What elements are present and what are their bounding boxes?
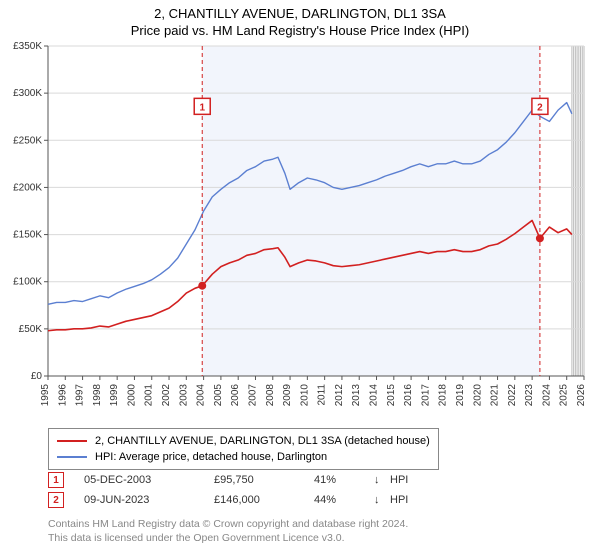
svg-text:2006: 2006 <box>230 384 241 407</box>
footer-line1: Contains HM Land Registry data © Crown c… <box>48 518 408 532</box>
svg-text:2012: 2012 <box>334 384 345 407</box>
transaction-pct: 41% <box>314 474 374 486</box>
svg-text:2025: 2025 <box>559 384 570 407</box>
subtitle: Price paid vs. HM Land Registry's House … <box>0 23 600 38</box>
svg-text:2015: 2015 <box>386 384 397 407</box>
svg-text:2024: 2024 <box>541 384 552 407</box>
svg-text:2022: 2022 <box>507 384 518 407</box>
transaction-rel: HPI <box>390 494 420 506</box>
footer-note: Contains HM Land Registry data © Crown c… <box>48 518 408 545</box>
svg-text:2021: 2021 <box>490 384 501 407</box>
svg-text:2017: 2017 <box>420 384 431 407</box>
transaction-marker: 1 <box>48 472 64 488</box>
svg-text:2014: 2014 <box>369 384 380 407</box>
down-arrow-icon: ↓ <box>374 494 390 506</box>
svg-text:2018: 2018 <box>438 384 449 407</box>
svg-text:2003: 2003 <box>178 384 189 407</box>
transaction-date: 05-DEC-2003 <box>84 474 214 486</box>
transaction-price: £95,750 <box>214 474 314 486</box>
svg-text:£150K: £150K <box>13 230 42 241</box>
svg-text:£100K: £100K <box>13 277 42 288</box>
svg-text:£250K: £250K <box>13 135 42 146</box>
svg-text:2008: 2008 <box>265 384 276 407</box>
svg-text:2011: 2011 <box>317 384 328 406</box>
chart-container: 2, CHANTILLY AVENUE, DARLINGTON, DL1 3SA… <box>0 0 600 560</box>
svg-text:£50K: £50K <box>19 324 43 335</box>
title-block: 2, CHANTILLY AVENUE, DARLINGTON, DL1 3SA… <box>0 0 600 38</box>
transaction-rel: HPI <box>390 474 420 486</box>
svg-text:2016: 2016 <box>403 384 414 407</box>
svg-text:1997: 1997 <box>75 384 86 407</box>
svg-text:2004: 2004 <box>196 384 207 407</box>
svg-text:1998: 1998 <box>92 384 103 407</box>
chart-svg: £0 £50K £100K £150K £200K £250K £300K £350K 1995… <box>0 40 600 420</box>
footer-line2: This data is licensed under the Open Gov… <box>48 532 408 546</box>
legend-label: HPI: Average price, detached house, Darl… <box>95 451 327 463</box>
legend-row: HPI: Average price, detached house, Darl… <box>57 449 430 465</box>
transaction-marker: 2 <box>48 492 64 508</box>
transaction-price: £146,000 <box>214 494 314 506</box>
svg-text:2020: 2020 <box>472 384 483 407</box>
legend-label: 2, CHANTILLY AVENUE, DARLINGTON, DL1 3SA… <box>95 435 430 447</box>
svg-text:2023: 2023 <box>524 384 535 407</box>
transaction-row: 2 09-JUN-2023£146,00044%↓HPI <box>48 490 420 510</box>
svg-text:2000: 2000 <box>126 384 137 407</box>
chart: £0 £50K £100K £150K £200K £250K £300K £350K 1995… <box>0 40 600 420</box>
svg-text:£0: £0 <box>31 371 43 382</box>
svg-text:2005: 2005 <box>213 384 224 407</box>
svg-text:1995: 1995 <box>40 384 51 407</box>
svg-text:£200K: £200K <box>13 182 42 193</box>
svg-text:2007: 2007 <box>247 384 258 407</box>
down-arrow-icon: ↓ <box>374 474 390 486</box>
svg-text:£300K: £300K <box>13 88 42 99</box>
legend: 2, CHANTILLY AVENUE, DARLINGTON, DL1 3SA… <box>48 428 439 470</box>
svg-text:2: 2 <box>537 102 543 113</box>
transaction-date: 09-JUN-2023 <box>84 494 214 506</box>
svg-text:2026: 2026 <box>576 384 587 407</box>
legend-row: 2, CHANTILLY AVENUE, DARLINGTON, DL1 3SA… <box>57 433 430 449</box>
svg-text:2002: 2002 <box>161 384 172 407</box>
svg-text:1: 1 <box>199 102 205 113</box>
svg-text:£350K: £350K <box>13 41 42 52</box>
address-title: 2, CHANTILLY AVENUE, DARLINGTON, DL1 3SA <box>0 6 600 21</box>
svg-text:2009: 2009 <box>282 384 293 407</box>
legend-swatch <box>57 456 87 458</box>
svg-text:1996: 1996 <box>57 384 68 407</box>
svg-text:2010: 2010 <box>299 384 310 407</box>
svg-text:2001: 2001 <box>144 384 155 407</box>
transaction-row: 1 05-DEC-2003£95,75041%↓HPI <box>48 470 420 490</box>
svg-text:2019: 2019 <box>455 384 466 407</box>
legend-swatch <box>57 440 87 442</box>
transaction-pct: 44% <box>314 494 374 506</box>
svg-text:2013: 2013 <box>351 384 362 407</box>
transactions-table: 1 05-DEC-2003£95,75041%↓HPI 2 09-JUN-2023£1… <box>48 470 420 510</box>
svg-text:1999: 1999 <box>109 384 120 407</box>
